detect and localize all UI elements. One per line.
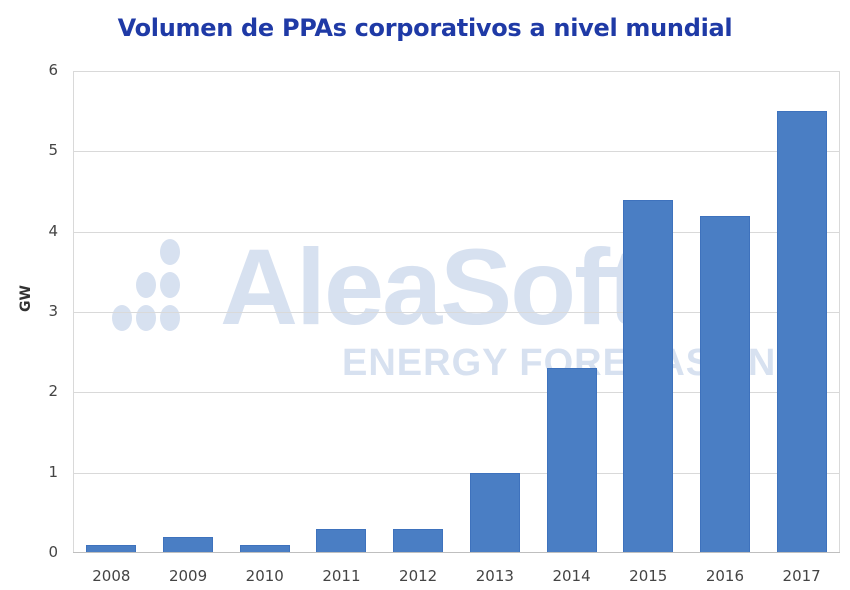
- x-axis-line: [73, 552, 840, 553]
- y-tick-label: 6: [48, 61, 58, 79]
- x-tick-label: 2009: [168, 567, 208, 585]
- x-tick-label: 2014: [552, 567, 591, 585]
- gridline: [73, 392, 840, 394]
- y-tick-label: 0: [48, 543, 58, 561]
- x-tick-label: 2012: [399, 567, 438, 585]
- y-tick-label: 3: [48, 302, 58, 320]
- gridline: [73, 472, 840, 474]
- x-tick-label: 2016: [705, 567, 745, 585]
- bar-2013: [469, 472, 520, 553]
- bar-2009: [163, 536, 214, 553]
- bar-2016: [699, 215, 750, 553]
- gridline: [73, 312, 840, 313]
- x-tick-label: 2010: [245, 567, 284, 585]
- bar-2011: [316, 528, 367, 553]
- gridline: [73, 151, 840, 153]
- gridline: [73, 71, 840, 72]
- plot-area: 0 1 2 3 4 5 6 2008 2009 2010 2011 2012 2013 2014 2015 2…: [48, 61, 840, 585]
- x-tick-label: 2017: [782, 567, 821, 585]
- y-tick-label: 4: [48, 221, 58, 240]
- x-tick-label: 2008: [92, 567, 131, 585]
- bar-2015: [623, 199, 674, 553]
- bar-2014: [546, 368, 597, 553]
- x-tick-label: 2015: [629, 567, 668, 585]
- y-tick-label: 5: [48, 141, 58, 160]
- x-tick-label: 2011: [322, 567, 361, 585]
- gridline: [73, 231, 840, 233]
- x-tick-label: 2013: [475, 567, 514, 585]
- bar-2017: [776, 111, 827, 553]
- y-tick-label: 1: [48, 462, 58, 481]
- chart-title: Volumen de PPAs corporativos a nivel mun…: [117, 14, 733, 42]
- y-tick-label: 2: [48, 382, 58, 401]
- bar-2012: [393, 528, 444, 553]
